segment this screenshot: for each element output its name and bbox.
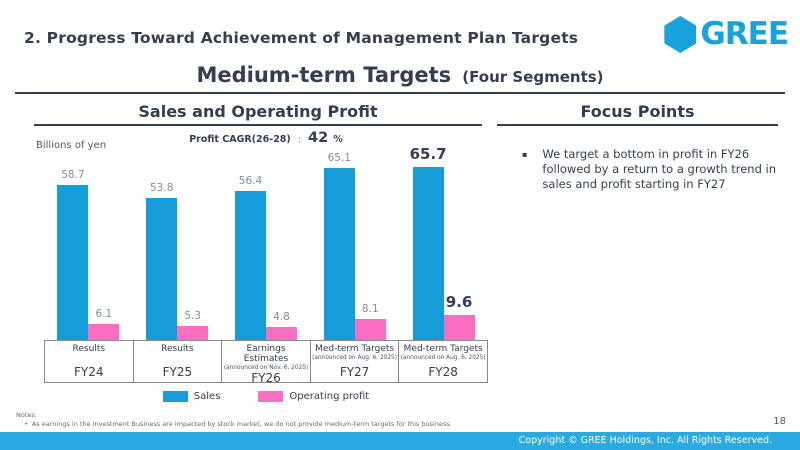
category-label: Med-term Targets (315, 344, 395, 354)
bar-group-fy28: 65.7 9.6 (399, 145, 488, 340)
bar-wrap: 4.8 (265, 150, 297, 340)
category-note: (announced on Aug. 6, 2025) (312, 354, 397, 361)
category-label: Med-term Targets (403, 344, 483, 354)
chart-panel-title: Sales and Operating Profit (34, 102, 482, 126)
gree-hexagon-icon (664, 16, 697, 53)
sales-bar-fy25 (146, 198, 178, 340)
bar-wrap: 8.1 (354, 150, 386, 340)
x-axis-cell-fy24: Results FY24 (45, 341, 133, 382)
bar-value-label: 58.7 (61, 169, 85, 182)
fiscal-year-label: FY28 (428, 365, 458, 379)
x-axis-cell-fy28: Med-term Targets (announced on Aug. 6, 20… (398, 341, 487, 382)
bar-value-label: 53.8 (149, 182, 174, 195)
bar-group-fy27: 65.1 8.1 (310, 150, 399, 340)
fiscal-year-label: FY26 (251, 371, 281, 386)
cagr-unit: % (333, 134, 343, 145)
legend-item-sales: Sales (162, 391, 221, 402)
bar-wrap: 65.1 (323, 150, 355, 340)
page-number: 18 (773, 416, 786, 427)
page-title: 2. Progress Toward Achievement of Manage… (24, 29, 579, 47)
copyright-bar: Copyright © GREE Holdings, Inc. All Righ… (0, 432, 800, 450)
legend-label: Operating profit (289, 391, 370, 402)
operating-profit-bar-fy24 (88, 323, 120, 340)
bar-value-label: 56.4 (238, 175, 263, 188)
sales-bar-fy26 (234, 191, 266, 340)
sales-bar-fy28 (412, 166, 444, 340)
category-note: (announced on Aug. 6, 2025) (400, 354, 486, 361)
bar-wrap: 58.7 (57, 150, 89, 340)
legend-item-operating-profit: Operating profit (258, 391, 369, 402)
category-label: Results (72, 344, 106, 354)
cagr-label: Profit CAGR(26-28) (189, 134, 291, 145)
note-bullet-icon: • (24, 420, 28, 428)
legend-label: Sales (193, 391, 221, 402)
note-text: As earnings in the Investment Business a… (31, 420, 452, 428)
x-axis-table: Results FY24 Results FY25 Earnings Estimates… (44, 340, 488, 386)
category-note: (announced on Nov. 6, 2025) (223, 364, 309, 371)
chart-legend: Sales Operating profit (44, 391, 488, 402)
bar-chart: 58.7 6.1 53.8 5.3 56.4 4.8 65.1 8.1 65.7 9.6 (44, 145, 488, 340)
operating-profit-bar-fy26 (265, 327, 297, 340)
operating-profit-bar-fy25 (177, 326, 209, 340)
x-axis-cell-fy25: Results FY25 (132, 341, 222, 382)
bar-value-label: 65.7 (409, 144, 447, 163)
note-item: • As earnings in the Investment Business… (16, 420, 452, 428)
sales-bar-fy24 (57, 185, 89, 340)
notes-label: Notes: (16, 411, 37, 419)
fiscal-year-label: FY25 (162, 365, 193, 379)
profit-cagr-line: Profit CAGR(26-28) : 42 % (44, 127, 488, 146)
category-label: Results (161, 344, 194, 354)
cagr-value: 42 (308, 130, 329, 146)
fiscal-year-label: FY27 (339, 365, 370, 379)
bar-wrap: 53.8 (146, 150, 178, 340)
bar-group-fy26: 56.4 4.8 (222, 150, 311, 340)
x-axis-cell-fy27: Med-term Targets (announced on Aug. 6, 20… (309, 341, 399, 382)
operating-profit-bar-fy27 (354, 318, 386, 340)
bar-value-label: 4.8 (273, 311, 290, 324)
sales-bar-fy27 (323, 168, 355, 340)
legend-swatch-icon (258, 391, 284, 402)
focus-point-text: We target a bottom in profit in FY26 fol… (542, 147, 777, 191)
cagr-separator: : (297, 135, 301, 145)
slide-subtitle: Medium-term Targets (Four Segments) (0, 63, 800, 87)
operating-profit-bar-fy28 (443, 314, 475, 340)
subtitle-suffix: (Four Segments) (462, 68, 604, 86)
subtitle-main: Medium-term Targets (196, 63, 452, 87)
bar-group-fy25: 53.8 5.3 (133, 150, 222, 340)
bullet-square-icon: ▪ (522, 150, 528, 159)
focus-point-item: ▪ We target a bottom in profit in FY26 fo… (522, 147, 790, 192)
x-axis-cell-fy26: Earnings Estimates (announced on Nov. 6, … (221, 341, 310, 386)
focus-panel-title: Focus Points (497, 102, 778, 126)
bar-value-label: 6.1 (95, 307, 113, 320)
bar-value-label: 8.1 (361, 302, 379, 315)
bar-value-label: 5.3 (184, 310, 202, 323)
bar-wrap: 65.7 (410, 145, 447, 340)
bar-group-fy24: 58.7 6.1 (44, 150, 133, 340)
bar-wrap: 6.1 (88, 150, 120, 340)
fiscal-year-label: FY24 (74, 365, 104, 379)
bar-wrap: 9.6 (443, 150, 475, 340)
focus-points-list: ▪ We target a bottom in profit in FY26 fo… (522, 147, 790, 192)
notes-block: Notes: • As earnings in the Investment B… (16, 411, 452, 428)
bar-value-label: 9.6 (445, 292, 473, 311)
y-axis-unit-label: Billions of yen (36, 140, 107, 151)
header-divider (15, 92, 785, 94)
gree-logo-text: GREE (700, 16, 789, 52)
bar-value-label: 65.1 (327, 152, 351, 165)
legend-swatch-icon (162, 391, 188, 402)
gree-logo: GREE (664, 16, 789, 53)
bar-wrap: 5.3 (177, 150, 209, 340)
category-label: Earnings Estimates (243, 344, 289, 364)
bar-wrap: 56.4 (234, 150, 266, 340)
